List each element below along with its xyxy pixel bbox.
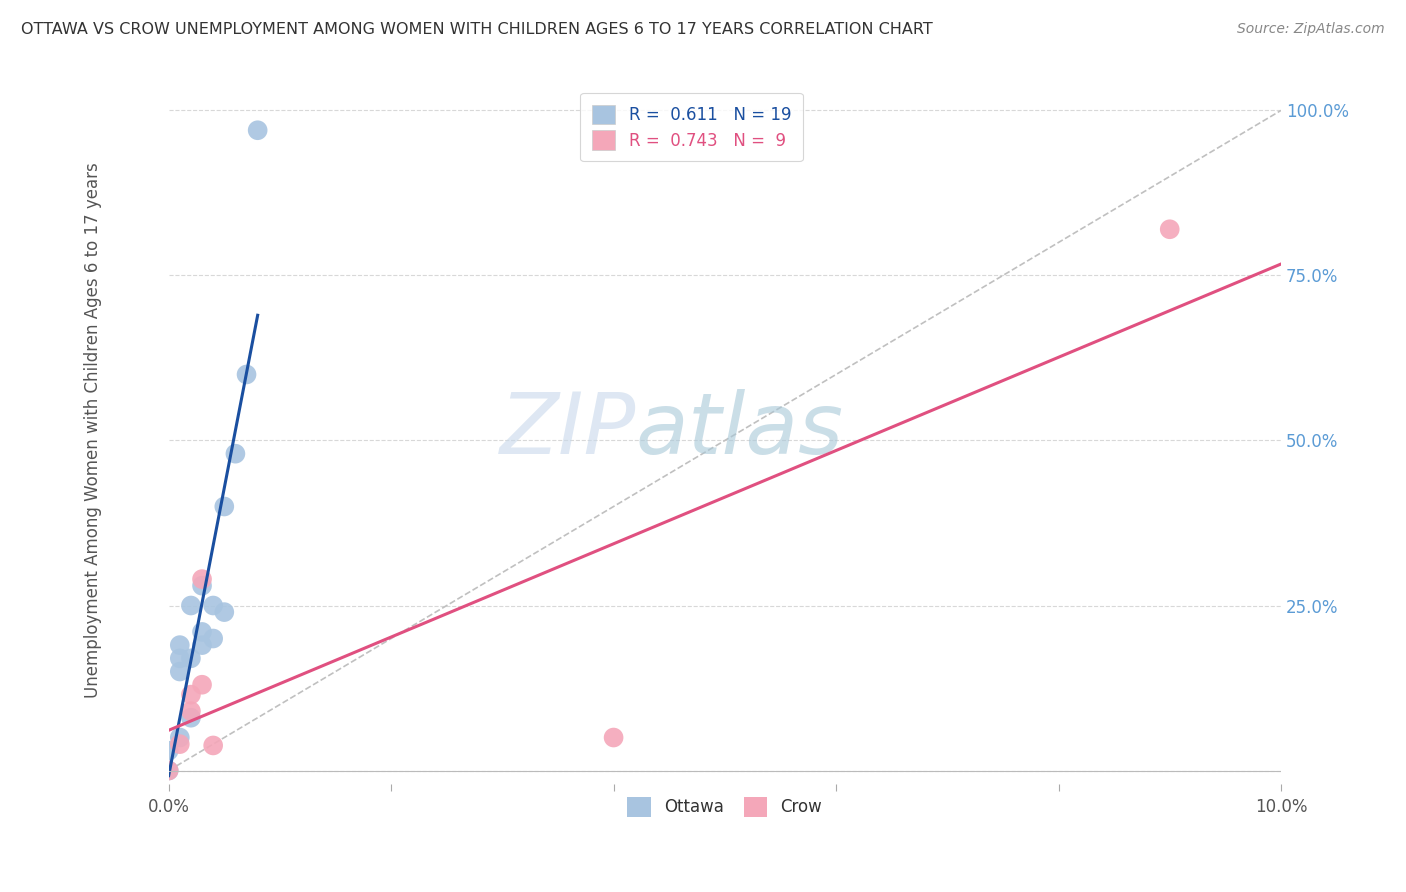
Legend: Ottawa, Crow: Ottawa, Crow: [619, 789, 831, 825]
Text: atlas: atlas: [636, 389, 844, 472]
Point: [1159, 222, 1181, 236]
Point: [157, 764, 180, 778]
Point: [214, 605, 236, 619]
Point: [180, 599, 202, 613]
Point: [224, 447, 246, 461]
Point: [246, 123, 269, 137]
Point: [202, 632, 225, 646]
Text: ZIP: ZIP: [499, 389, 636, 472]
Point: [602, 731, 624, 745]
Point: [180, 711, 202, 725]
Text: OTTAWA VS CROW UNEMPLOYMENT AMONG WOMEN WITH CHILDREN AGES 6 TO 17 YEARS CORRELA: OTTAWA VS CROW UNEMPLOYMENT AMONG WOMEN …: [21, 22, 932, 37]
Point: [169, 737, 191, 751]
Point: [235, 368, 257, 382]
Point: [180, 651, 202, 665]
Point: [169, 651, 191, 665]
Point: [191, 678, 214, 692]
Point: [180, 704, 202, 718]
Text: Source: ZipAtlas.com: Source: ZipAtlas.com: [1237, 22, 1385, 37]
Point: [169, 665, 191, 679]
Point: [191, 579, 214, 593]
Point: [191, 624, 214, 639]
Point: [202, 739, 225, 753]
Point: [191, 572, 214, 586]
Y-axis label: Unemployment Among Women with Children Ages 6 to 17 years: Unemployment Among Women with Children A…: [84, 162, 103, 698]
Point: [202, 599, 225, 613]
Point: [191, 638, 214, 652]
Point: [180, 688, 202, 702]
Point: [214, 500, 236, 514]
Point: [157, 744, 180, 758]
Point: [157, 764, 180, 778]
Point: [169, 638, 191, 652]
Point: [169, 731, 191, 745]
